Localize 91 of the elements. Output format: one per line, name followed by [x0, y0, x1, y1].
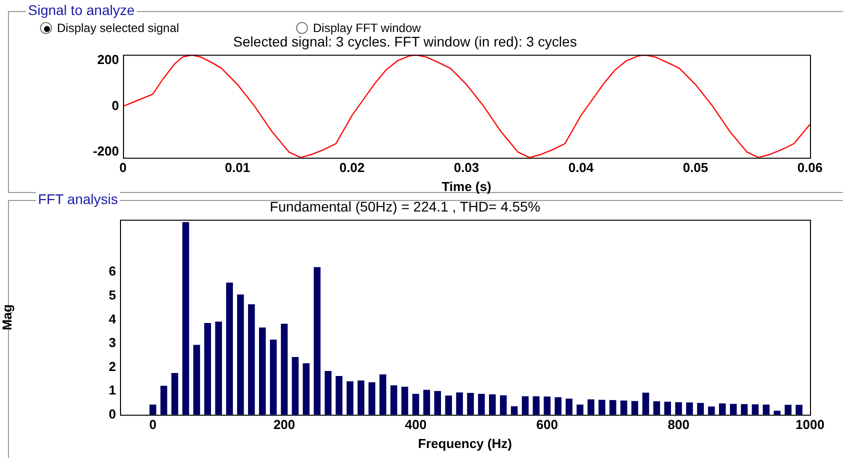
bar: [554, 397, 562, 415]
bar: [686, 402, 693, 415]
x-tick-label: 0.04: [568, 160, 594, 176]
bar: [609, 400, 616, 415]
y-tick-label: 0: [112, 98, 119, 113]
bar: [215, 322, 222, 415]
x-tick-label: 0.05: [682, 160, 708, 176]
bar: [248, 304, 255, 415]
bar: [752, 404, 759, 415]
x-tick-label: 0.02: [339, 160, 365, 176]
bar: [620, 400, 628, 415]
bar: [346, 381, 354, 415]
bar: [456, 392, 463, 415]
bar: [292, 357, 299, 415]
bar: [270, 340, 277, 415]
chart-title: Selected signal: 3 cycles. FFT window (in red): 3 cycles: [233, 33, 577, 50]
bar: [730, 404, 737, 415]
bar: [478, 394, 485, 415]
bar: [796, 404, 802, 415]
bar: [708, 406, 715, 415]
bar: [784, 404, 792, 415]
bar: [740, 404, 748, 415]
y-axis-title: Mag: [0, 304, 14, 330]
bar: [544, 396, 551, 415]
bar: [445, 396, 452, 415]
x-tick-label: 0: [149, 417, 156, 432]
bar: [160, 386, 168, 415]
y-tick-label: -200: [92, 144, 119, 159]
bar: [522, 396, 529, 415]
bar: [379, 374, 386, 415]
bar: [423, 390, 430, 415]
bar: [401, 386, 408, 415]
bar: [576, 404, 584, 415]
text: Display FFT window: [313, 21, 421, 35]
bar: [631, 401, 638, 415]
bar: [774, 410, 781, 415]
bar: [204, 323, 212, 415]
y-tick-label: 200: [97, 52, 119, 68]
bar: [336, 376, 342, 415]
bar: [302, 363, 310, 415]
chart-title: Fundamental (50Hz) = 224.1 , THD= 4.55%: [270, 198, 540, 214]
text: FFT analysis: [36, 191, 120, 207]
bar: [182, 222, 190, 415]
bar: [532, 396, 540, 415]
bar: [664, 402, 672, 415]
x-tick-label: 400: [404, 417, 427, 432]
x-tick-label: 1000: [796, 417, 824, 432]
bar: [467, 392, 474, 415]
bar: [598, 400, 606, 415]
x-tick-label: 0.06: [797, 160, 823, 176]
bar: [588, 399, 594, 415]
bar: [149, 404, 156, 415]
y-tick-label: 0: [108, 406, 116, 422]
x-tick-label: 800: [668, 417, 690, 432]
bar: [697, 402, 704, 415]
x-axis-title: Frequency (Hz): [418, 436, 512, 451]
bar: [642, 392, 650, 415]
x-tick-label: 600: [536, 417, 558, 432]
x-axis-title: Time (s): [442, 178, 492, 194]
bar: [566, 398, 572, 415]
bar: [675, 402, 682, 415]
y-tick-label: 3: [108, 335, 116, 350]
bar: [412, 394, 420, 415]
x-tick-label: 0.01: [224, 160, 250, 176]
bar: [358, 380, 364, 415]
bar: [390, 385, 398, 415]
text: Display selected signal: [57, 21, 180, 35]
x-tick-label: 0.03: [454, 160, 480, 176]
y-tick-label: 1: [108, 382, 116, 398]
bar: [314, 267, 321, 415]
bar: [500, 395, 507, 415]
bar: [762, 404, 770, 415]
bar: [258, 328, 266, 415]
bar: [653, 401, 660, 415]
bar: [324, 371, 332, 415]
bar: [193, 344, 200, 415]
y-tick-label: 5: [108, 287, 116, 302]
x-tick-label: 200: [273, 417, 296, 432]
bar: [434, 391, 442, 415]
bar: [368, 382, 376, 415]
y-tick-label: 4: [108, 311, 117, 326]
y-tick-label: 6: [108, 264, 116, 279]
text: Signal to analyze: [26, 2, 137, 18]
bar: [237, 294, 244, 415]
bar: [488, 394, 496, 415]
bar: [280, 324, 288, 415]
bar: [718, 403, 726, 415]
bar: [510, 406, 518, 415]
y-tick-label: 2: [108, 358, 116, 374]
bar: [226, 282, 233, 415]
bar: [171, 372, 178, 415]
